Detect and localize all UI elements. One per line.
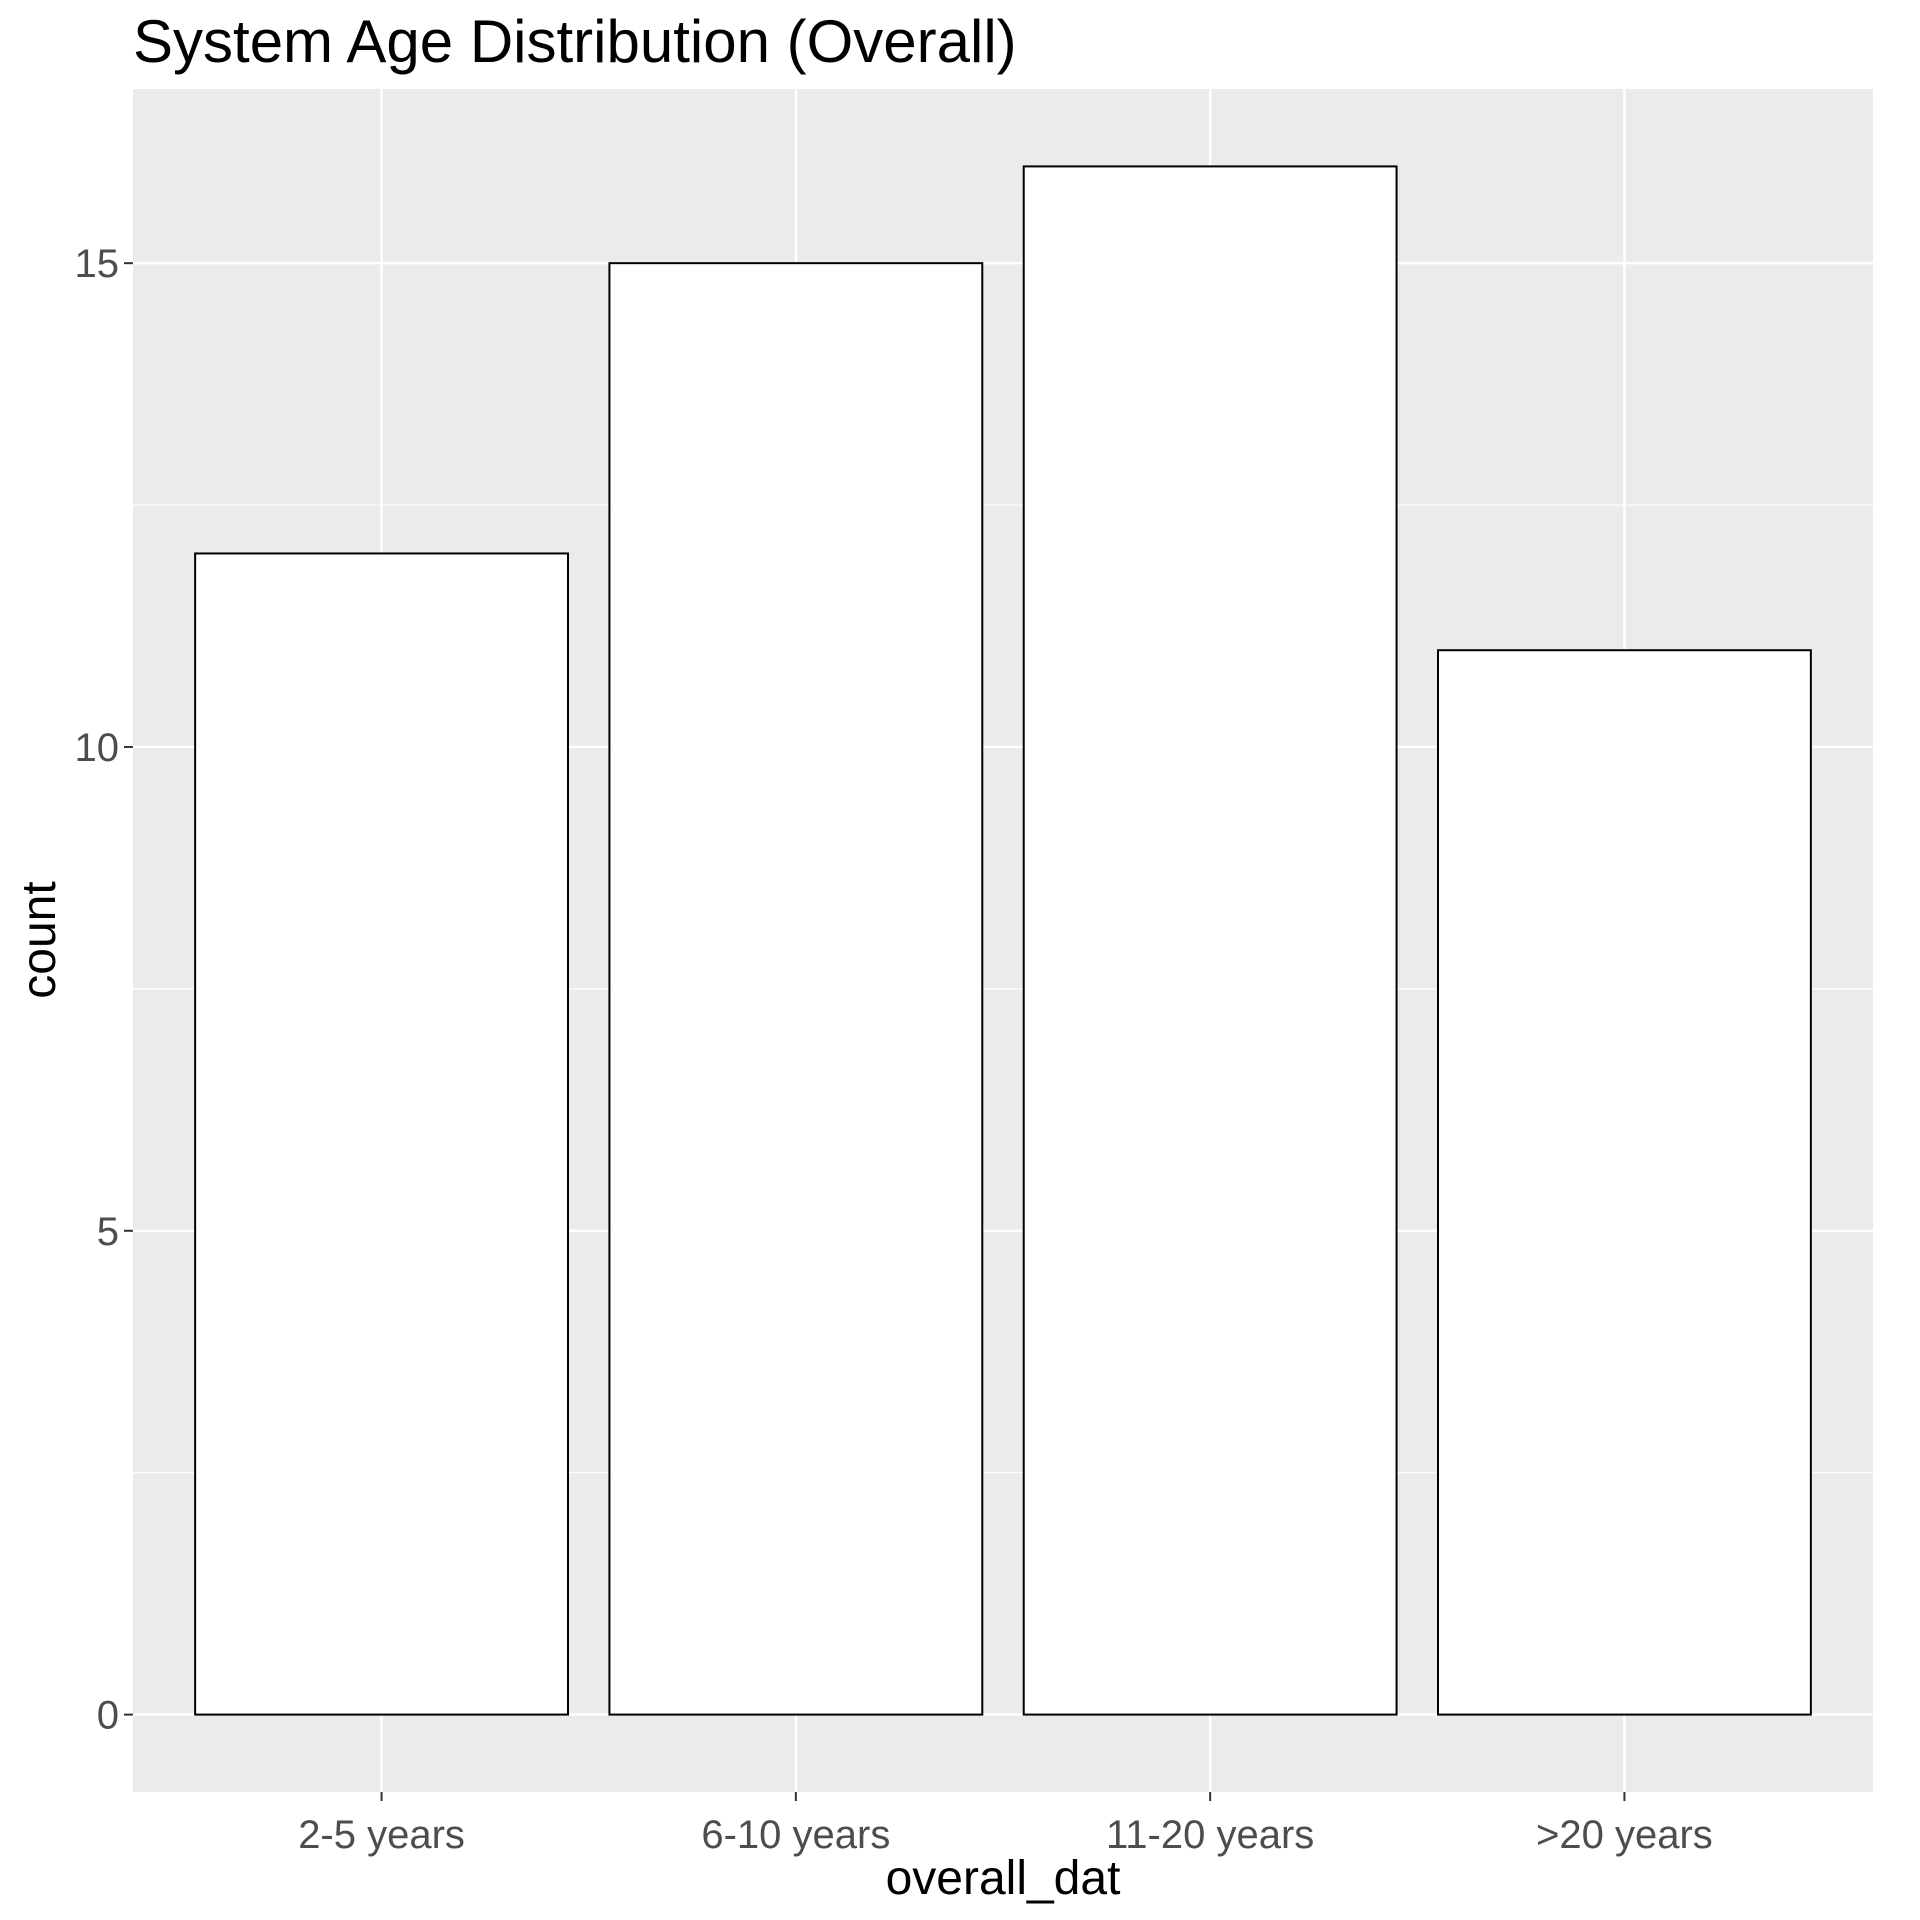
bar-11-20-years [1022, 165, 1398, 1716]
x-tick-label: 11-20 years [1106, 1813, 1314, 1857]
y-tick-label: 0 [97, 1694, 119, 1738]
y-tick-label: 10 [75, 726, 120, 770]
x-tick-label: 2-5 years [298, 1813, 465, 1857]
bar-20-years [1437, 649, 1812, 1716]
y-axis-ticks: 0 5 10 15 [75, 242, 133, 1738]
x-tick-label: 6-10 years [701, 1813, 890, 1857]
x-axis-title: overall_dat [886, 1852, 1121, 1905]
x-axis-ticks: 2-5 years 6-10 years 11-20 years >20 years [298, 1792, 1713, 1857]
y-tick-label: 15 [75, 242, 120, 286]
bar-6-10-years [608, 262, 984, 1716]
bars [194, 165, 1812, 1716]
bar-2-5-years [194, 552, 569, 1716]
x-tick-label: >20 years [1536, 1813, 1713, 1857]
chart-title: System Age Distribution (Overall) [133, 8, 1017, 75]
y-tick-label: 5 [97, 1210, 119, 1254]
y-axis-title: count [13, 881, 66, 998]
